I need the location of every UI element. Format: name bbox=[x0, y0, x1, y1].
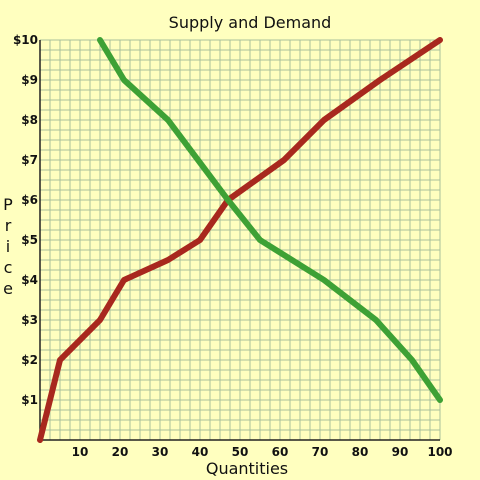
x-tick-label: 10 bbox=[72, 445, 89, 459]
y-tick-label: $9 bbox=[21, 73, 38, 87]
x-axis-label: Quantities bbox=[206, 459, 288, 478]
y-tick-label: $1 bbox=[21, 393, 38, 407]
y-axis-label-letter: r bbox=[5, 216, 12, 235]
grid bbox=[39, 39, 441, 441]
demand-line bbox=[97, 37, 443, 403]
x-tick-label: 50 bbox=[232, 445, 249, 459]
x-tick-labels: 10 20 30 40 50 60 70 80 90 100 bbox=[72, 445, 453, 459]
y-tick-label: $7 bbox=[21, 153, 38, 167]
x-tick-label: 30 bbox=[152, 445, 169, 459]
x-tick-label: 40 bbox=[192, 445, 209, 459]
y-axis-label-letter: e bbox=[3, 279, 13, 298]
y-tick-label: $3 bbox=[21, 313, 38, 327]
y-tick-label: $6 bbox=[21, 193, 38, 207]
x-tick-label: 20 bbox=[112, 445, 129, 459]
y-tick-label: $4 bbox=[21, 273, 38, 287]
y-axis-label-letter: P bbox=[3, 195, 13, 214]
chart-title: Supply and Demand bbox=[169, 13, 332, 32]
y-tick-label: $10 bbox=[13, 33, 38, 47]
supply-line bbox=[37, 37, 443, 443]
x-tick-label: 70 bbox=[312, 445, 329, 459]
y-axis-label-letter: c bbox=[4, 258, 13, 277]
y-tick-label: $2 bbox=[21, 353, 38, 367]
series-layer bbox=[37, 37, 443, 443]
x-tick-label: 100 bbox=[427, 445, 452, 459]
y-tick-label: $8 bbox=[21, 113, 38, 127]
y-tick-labels: $1 $2 $3 $4 $5 $6 $7 $8 $9 $10 bbox=[13, 33, 38, 407]
x-tick-label: 80 bbox=[352, 445, 369, 459]
y-axis-label-letter: i bbox=[6, 237, 10, 256]
y-tick-label: $5 bbox=[21, 233, 38, 247]
x-tick-label: 60 bbox=[272, 445, 289, 459]
x-tick-label: 90 bbox=[392, 445, 409, 459]
